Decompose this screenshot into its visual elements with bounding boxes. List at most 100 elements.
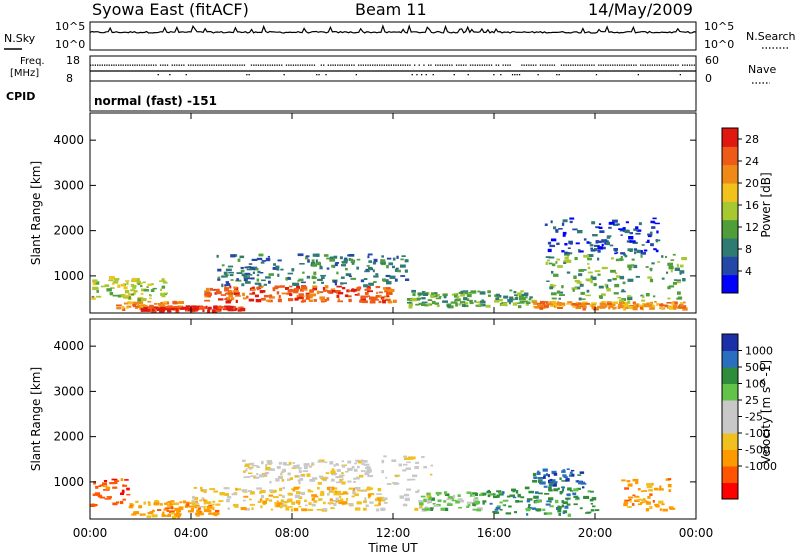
range-cell <box>627 296 633 301</box>
range-cell <box>99 484 104 487</box>
range-cell <box>224 307 229 310</box>
range-cell <box>467 504 471 507</box>
range-cell <box>658 488 664 491</box>
range-cell <box>329 256 334 260</box>
range-cell <box>130 289 136 292</box>
range-cell <box>457 494 461 497</box>
range-cell <box>326 290 332 293</box>
range-cell <box>574 286 581 290</box>
range-cell <box>248 263 253 265</box>
range-cell <box>629 306 634 310</box>
nave-point <box>677 64 679 66</box>
range-cell <box>526 500 531 503</box>
nave-point <box>106 64 108 66</box>
range-cell <box>266 460 273 464</box>
range-cell <box>296 491 301 495</box>
range-cell <box>515 500 519 503</box>
range-cell <box>627 483 633 487</box>
range-cell <box>564 243 567 245</box>
range-cell <box>591 302 597 305</box>
nave-point <box>220 64 222 66</box>
range-cell <box>598 226 603 229</box>
range-cell <box>559 491 563 495</box>
range-cell <box>276 466 281 469</box>
range-cell <box>568 240 573 245</box>
range-cell <box>192 308 196 312</box>
range-cell <box>539 306 544 310</box>
range-cell <box>672 253 676 256</box>
range-cell <box>404 269 408 273</box>
range-cell <box>512 496 517 499</box>
nave-point <box>318 74 320 76</box>
range-cell <box>561 504 564 508</box>
range-cell <box>337 300 343 303</box>
range-cell <box>268 494 274 497</box>
range-cell <box>256 286 260 291</box>
range-cell <box>226 307 232 311</box>
nave-point <box>644 64 646 66</box>
range-cell <box>356 266 359 270</box>
range-cell <box>109 292 114 296</box>
range-cell <box>154 500 159 503</box>
nave-point <box>194 64 197 66</box>
range-cell <box>346 497 349 501</box>
range-cell <box>361 460 368 463</box>
range-cell <box>256 278 260 282</box>
nave-point <box>327 64 329 66</box>
colorbar-tick-label: 16 <box>745 199 759 212</box>
nave-point <box>201 64 204 66</box>
range-cell <box>383 279 389 282</box>
range-cell <box>502 491 505 495</box>
nave-point <box>495 64 497 66</box>
colorbar-swatch <box>722 164 738 184</box>
range-cell <box>277 502 283 505</box>
nave-point <box>129 64 131 66</box>
range-cell <box>135 306 139 309</box>
range-cell <box>557 303 563 306</box>
range-cell <box>168 501 173 504</box>
nave-point <box>250 64 253 66</box>
range-cell <box>398 463 402 467</box>
range-cell <box>548 262 553 265</box>
range-cell <box>679 302 684 304</box>
range-cell <box>400 275 406 277</box>
range-cell <box>627 248 633 252</box>
nave-point <box>271 64 274 66</box>
range-cell <box>407 478 411 481</box>
nave-point <box>658 64 660 66</box>
nave-point <box>311 64 313 66</box>
range-cell <box>472 492 478 496</box>
nave-point <box>281 64 283 66</box>
range-cell <box>272 288 276 292</box>
range-cell <box>250 475 256 477</box>
range-cell <box>354 487 361 490</box>
range-cell <box>275 504 281 508</box>
range-cell <box>113 281 119 284</box>
range-cell <box>302 271 305 274</box>
range-cell <box>96 290 99 293</box>
range-cell <box>226 495 232 499</box>
range-cell <box>475 301 482 304</box>
range-cell <box>226 499 230 503</box>
range-cell <box>356 287 361 290</box>
range-cell <box>661 503 665 506</box>
range-cell <box>171 512 175 515</box>
range-cell <box>618 302 625 305</box>
range-cell <box>296 294 300 298</box>
range-cell <box>430 464 433 467</box>
range-cell <box>400 258 404 261</box>
range-cell <box>336 271 339 275</box>
range-cell <box>235 299 238 303</box>
range-cell <box>93 481 97 485</box>
range-cell <box>260 261 265 264</box>
range-cell <box>615 258 620 262</box>
colorbar-tick-label: 100 <box>745 378 766 391</box>
range-cell <box>121 305 125 310</box>
nave-point <box>430 64 432 66</box>
nave-point <box>145 64 148 66</box>
range-cell <box>186 503 190 507</box>
range-cell <box>410 298 416 301</box>
range-cell <box>402 463 408 466</box>
